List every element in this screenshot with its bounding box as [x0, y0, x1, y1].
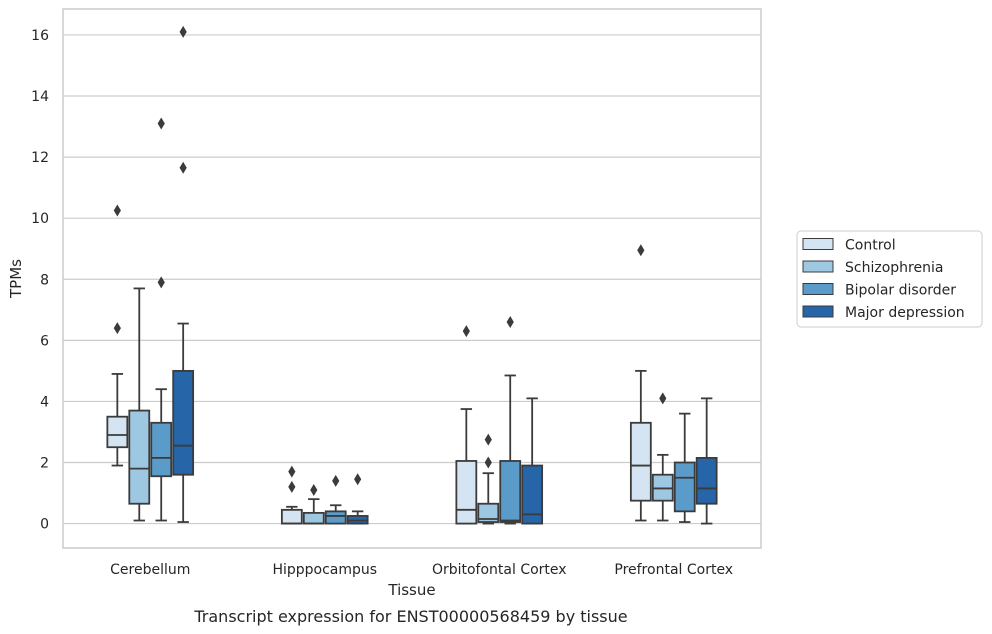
y-tick-label: 2	[40, 455, 49, 471]
box-schizophrenia	[302, 483, 325, 525]
box-iqr	[673, 461, 696, 513]
x-axis-label: Tissue	[387, 581, 435, 599]
box-schizophrenia	[477, 433, 500, 525]
outlier-point	[484, 433, 492, 446]
y-tick-label: 16	[31, 28, 49, 44]
outlier-point	[113, 322, 121, 335]
box-control	[629, 244, 652, 522]
box-iqr	[695, 457, 718, 505]
box-control	[455, 325, 478, 525]
box-schizophrenia	[128, 287, 151, 522]
y-tick-labels: 0 2 4 6 8 10 12 14 16	[31, 28, 49, 533]
box-major-depression	[346, 473, 369, 525]
outlier-point	[484, 456, 492, 469]
outlier-point	[179, 25, 187, 38]
outlier-point	[659, 392, 667, 405]
legend-item: Control	[802, 238, 896, 254]
legend-frame	[796, 230, 983, 328]
box-iqr	[455, 460, 478, 525]
box-major-depression	[695, 397, 718, 525]
legend-item: Bipolar disorder	[802, 283, 956, 299]
box-major-depression	[172, 25, 195, 523]
box-iqr	[302, 511, 325, 525]
legend-label: Control	[845, 238, 896, 254]
y-tick-label: 8	[40, 272, 49, 288]
legend-item: Major depression	[802, 305, 965, 321]
box-control	[106, 204, 129, 467]
outlier-point	[462, 325, 470, 338]
x-tick-label: Orbitofontal Cortex	[432, 562, 567, 578]
box-bipolar-disorder	[673, 412, 696, 523]
box-bipolar-disorder	[150, 117, 173, 522]
outlier-point	[332, 474, 340, 487]
legend-swatch	[802, 283, 834, 295]
chart-caption: Transcript expression for ENST0000056845…	[193, 607, 627, 626]
legend-swatch	[802, 260, 834, 273]
box-iqr	[172, 369, 195, 476]
x-tick-label: Cerebellum	[110, 562, 190, 578]
outlier-point	[637, 244, 645, 257]
outlier-point	[157, 276, 165, 289]
legend-label: Schizophrenia	[845, 260, 943, 276]
y-tick-label: 10	[31, 211, 49, 227]
y-tick-label: 14	[31, 89, 49, 105]
outlier-point	[288, 480, 296, 493]
outlier-point	[113, 204, 121, 217]
box-iqr	[499, 460, 522, 523]
box-layer	[106, 25, 718, 525]
x-tick-labels: Cerebellum Hipppocampus Orbitofontal Corte…	[110, 562, 733, 578]
outlier-point	[179, 161, 187, 174]
box-major-depression	[521, 397, 544, 525]
legend: Control Schizophrenia Bipolar disorder Majo…	[796, 230, 983, 328]
y-tick-label: 0	[40, 517, 49, 533]
box-bipolar-disorder	[499, 316, 522, 525]
box-iqr	[106, 415, 129, 449]
y-tick-label: 6	[40, 333, 49, 349]
outlier-point	[506, 316, 514, 329]
box-control	[280, 465, 303, 525]
x-tick-label: Prefrontal Cortex	[614, 562, 733, 578]
box-iqr	[150, 421, 173, 478]
legend-label: Major depression	[845, 305, 965, 321]
legend-label: Bipolar disorder	[845, 283, 956, 299]
box-schizophrenia	[651, 392, 674, 522]
box-bipolar-disorder	[324, 474, 347, 525]
outlier-point	[354, 473, 362, 486]
y-tick-label: 12	[31, 150, 49, 166]
box-iqr	[521, 464, 544, 525]
box-iqr	[477, 502, 500, 523]
box-iqr	[128, 409, 151, 505]
y-axis-label: TPMs	[7, 259, 25, 299]
legend-item: Schizophrenia	[802, 260, 943, 276]
box-iqr	[280, 508, 303, 525]
outlier-point	[288, 465, 296, 478]
box-iqr	[324, 510, 347, 525]
box-iqr	[629, 421, 652, 502]
y-tick-label: 4	[40, 394, 49, 410]
legend-swatch	[802, 238, 834, 250]
legend-swatch	[802, 305, 834, 318]
x-tick-label: Hipppocampus	[272, 562, 377, 578]
plot-frame	[62, 8, 762, 549]
outlier-point	[157, 117, 165, 130]
outlier-point	[310, 483, 318, 496]
